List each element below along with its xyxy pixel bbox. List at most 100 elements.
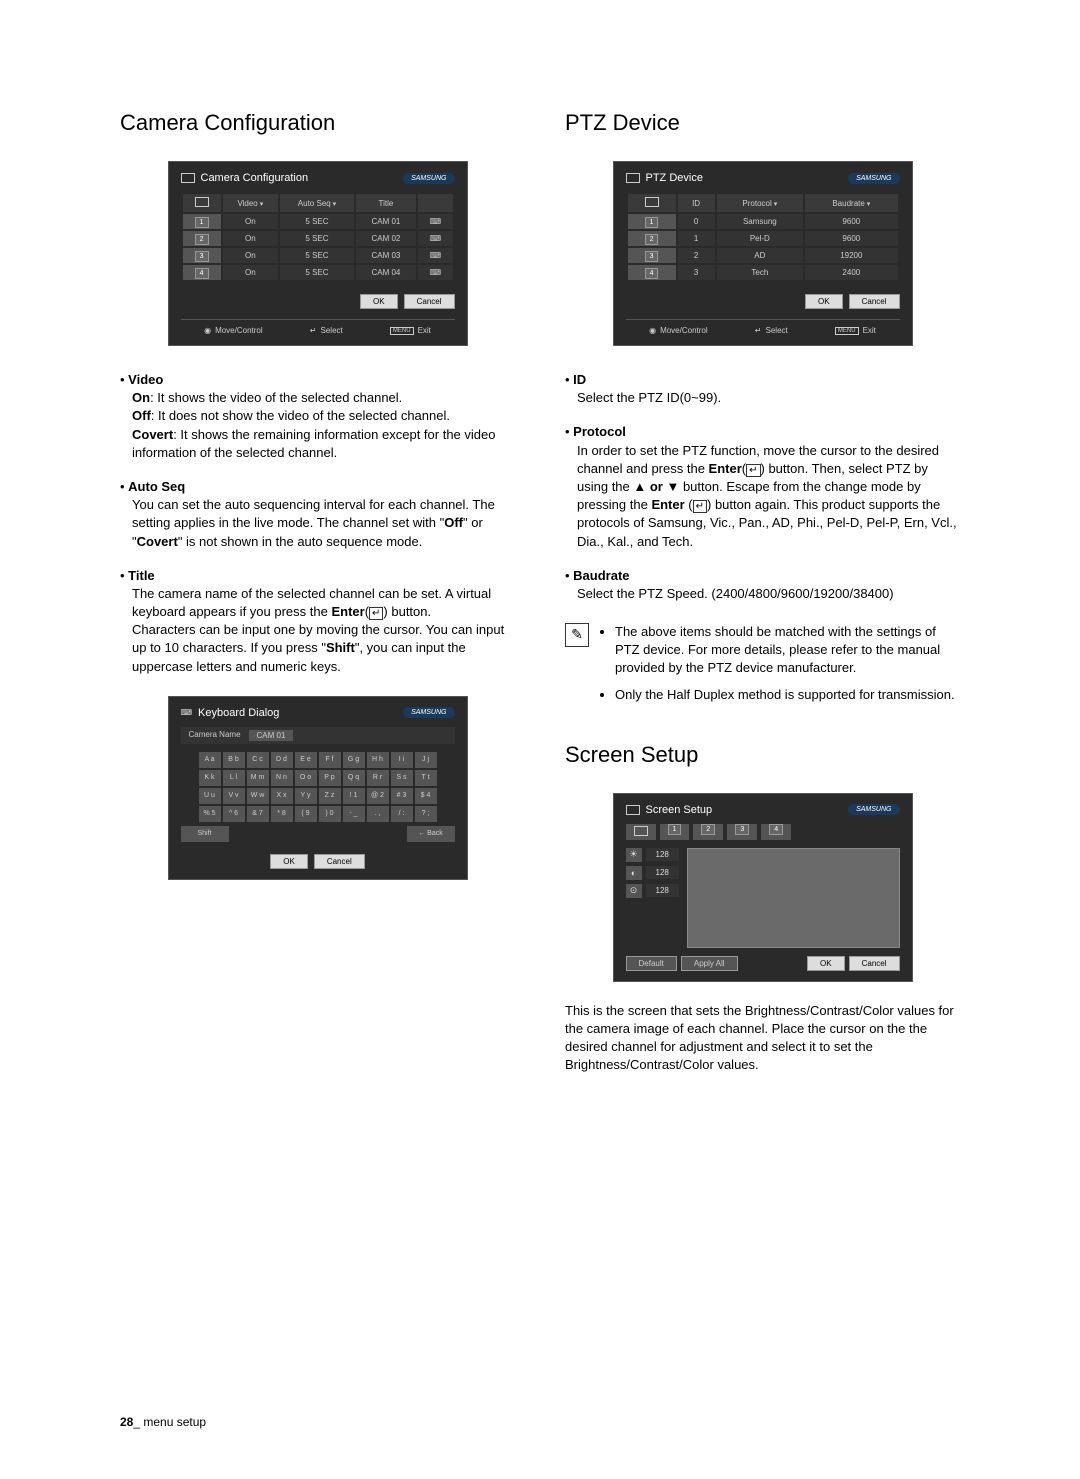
kb-key[interactable]: P p [319, 770, 341, 786]
ch-tab[interactable]: 4 [761, 824, 791, 840]
kb-icon[interactable]: ⌨ [418, 265, 453, 280]
samsung-logo: SAMSUNG [403, 173, 454, 184]
kb-key[interactable]: J j [415, 752, 437, 768]
kb-key[interactable]: F f [319, 752, 341, 768]
ok-button[interactable]: OK [807, 956, 845, 971]
kb-key[interactable]: R r [367, 770, 389, 786]
camera-config-heading: Camera Configuration [120, 110, 515, 136]
kb-key[interactable]: X x [271, 788, 293, 804]
kb-key[interactable]: $ 4 [415, 788, 437, 804]
apply-all-button[interactable]: Apply All [681, 956, 738, 971]
kb-icon[interactable]: ⌨ [418, 248, 453, 263]
cancel-button[interactable]: Cancel [404, 294, 455, 309]
color-icon: ⊙ [626, 884, 642, 898]
title-header: Title [356, 194, 416, 212]
kb-key[interactable]: K k [199, 770, 221, 786]
kb-field-label: Camera Name [189, 730, 241, 741]
kb-key[interactable]: ( 9 [295, 806, 317, 822]
kb-key[interactable]: I i [391, 752, 413, 768]
kb-key[interactable]: # 3 [391, 788, 413, 804]
kb-key[interactable]: . , [367, 806, 389, 822]
move-hint: ◉ Move/Control [204, 326, 263, 335]
kb-key[interactable]: T t [415, 770, 437, 786]
ch-tab[interactable]: 3 [727, 824, 757, 840]
kb-key[interactable]: ? ; [415, 806, 437, 822]
kb-key[interactable]: C c [247, 752, 269, 768]
monitor-icon [626, 173, 640, 183]
kb-key[interactable]: & 7 [247, 806, 269, 822]
panel-title: PTZ Device [646, 172, 703, 184]
table-row: 1On5 SECCAM 01⌨ [183, 214, 453, 229]
kb-key[interactable]: % 5 [199, 806, 221, 822]
contrast-icon: ◐ [626, 866, 642, 880]
shift-key[interactable]: Shift [181, 826, 229, 842]
table-row: 32AD19200 [628, 248, 898, 263]
id-header: ID [678, 194, 715, 212]
kb-key[interactable]: Z z [319, 788, 341, 804]
panel-title: Screen Setup [646, 804, 713, 816]
video-header[interactable]: Video [223, 194, 278, 212]
ch-tab[interactable]: 1 [660, 824, 690, 840]
ptz-table: ID Protocol Baudrate 10Samsung9600 21Pel… [626, 192, 900, 282]
autoseq-header[interactable]: Auto Seq [280, 194, 354, 212]
page-footer: 28_ menu setup [120, 1415, 206, 1429]
cancel-button[interactable]: Cancel [849, 294, 900, 309]
kb-key[interactable]: L l [223, 770, 245, 786]
monitor-icon [626, 805, 640, 815]
kb-key[interactable]: E e [295, 752, 317, 768]
camera-config-table: Video Auto Seq Title 1On5 SECCAM 01⌨ 2On… [181, 192, 455, 282]
kb-key[interactable]: U u [199, 788, 221, 804]
ch-header [628, 194, 676, 212]
kb-key[interactable]: * 8 [271, 806, 293, 822]
ok-button[interactable]: OK [805, 294, 843, 309]
kb-key[interactable]: N n [271, 770, 293, 786]
back-key[interactable]: ← Back [407, 826, 455, 842]
exit-hint: MENU Exit [835, 326, 876, 335]
protocol-header[interactable]: Protocol [717, 194, 804, 212]
kb-key[interactable]: ^ 6 [223, 806, 245, 822]
id-bullet: • ID Select the PTZ ID(0~99). [565, 371, 960, 407]
kb-key[interactable]: V v [223, 788, 245, 804]
move-hint: ◉ Move/Control [649, 326, 708, 335]
kb-key[interactable]: Q q [343, 770, 365, 786]
enter-icon: ↵ [369, 607, 383, 620]
kb-key[interactable]: - _ [343, 806, 365, 822]
ptz-heading: PTZ Device [565, 110, 960, 136]
color-value[interactable]: 128 [646, 884, 679, 897]
brightness-value[interactable]: 128 [646, 848, 679, 861]
kb-icon[interactable]: ⌨ [418, 214, 453, 229]
kb-key[interactable]: D d [271, 752, 293, 768]
kb-key[interactable]: ) 0 [319, 806, 341, 822]
kb-key[interactable]: M m [247, 770, 269, 786]
cancel-button[interactable]: Cancel [849, 956, 900, 971]
kb-title: Keyboard Dialog [198, 707, 279, 719]
kb-key[interactable]: / : [391, 806, 413, 822]
kb-key[interactable]: H h [367, 752, 389, 768]
kb-key[interactable]: S s [391, 770, 413, 786]
table-row: 2On5 SECCAM 02⌨ [183, 231, 453, 246]
default-button[interactable]: Default [626, 956, 677, 971]
kb-icon[interactable]: ⌨ [418, 231, 453, 246]
kb-key[interactable]: @ 2 [367, 788, 389, 804]
baudrate-header[interactable]: Baudrate [805, 194, 897, 212]
kb-key[interactable]: ! 1 [343, 788, 365, 804]
kb-key[interactable]: O o [295, 770, 317, 786]
contrast-value[interactable]: 128 [646, 866, 679, 879]
kb-key[interactable]: W w [247, 788, 269, 804]
ch-icon-header [626, 824, 656, 840]
kb-key[interactable]: A a [199, 752, 221, 768]
select-hint: ↵ Select [310, 326, 343, 335]
note-box: ✎ The above items should be matched with… [565, 623, 960, 712]
kb-key[interactable]: Y y [295, 788, 317, 804]
ok-button[interactable]: OK [360, 294, 398, 309]
kb-cancel-button[interactable]: Cancel [314, 854, 365, 869]
kb-key[interactable]: B b [223, 752, 245, 768]
keyboard-dialog-panel: ⌨ Keyboard Dialog SAMSUNG Camera NameCAM… [168, 696, 468, 880]
kb-ok-button[interactable]: OK [270, 854, 308, 869]
note-item: Only the Half Duplex method is supported… [615, 686, 960, 704]
table-row: 4On5 SECCAM 04⌨ [183, 265, 453, 280]
kb-field-value[interactable]: CAM 01 [249, 730, 294, 741]
kb-key[interactable]: G g [343, 752, 365, 768]
note-icon: ✎ [565, 623, 589, 647]
ch-tab[interactable]: 2 [693, 824, 723, 840]
